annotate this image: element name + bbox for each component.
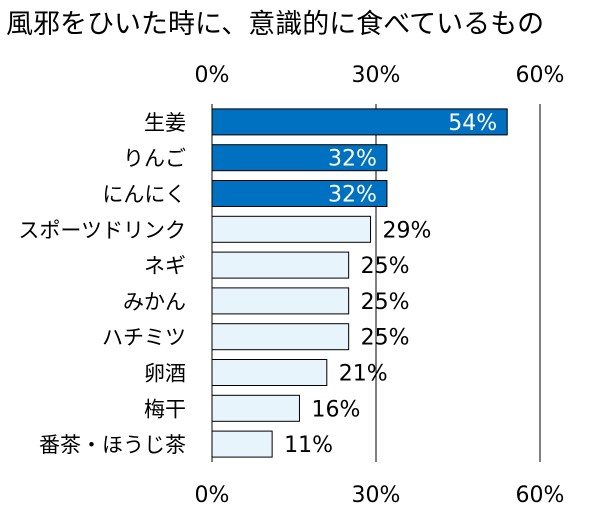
- bar: [211, 323, 350, 351]
- value-label: 25%: [361, 254, 410, 279]
- bar: [211, 144, 388, 172]
- category-label: りんご: [123, 147, 186, 171]
- value-label: 32%: [328, 147, 377, 172]
- value-label: 54%: [448, 111, 497, 136]
- bar: [211, 287, 350, 315]
- category-label: みかん: [123, 290, 186, 314]
- bar: [211, 251, 350, 279]
- category-label: 生姜: [144, 111, 186, 135]
- value-label: 32%: [328, 183, 377, 208]
- category-label: 卵酒: [144, 362, 186, 386]
- category-label: ネギ: [144, 254, 186, 278]
- value-label: 16%: [311, 397, 360, 422]
- bar: [211, 359, 328, 386]
- category-label: スポーツドリンク: [18, 218, 186, 242]
- bar: [211, 180, 388, 207]
- bar: [211, 215, 372, 243]
- bar: [211, 394, 300, 422]
- x-tick-label-top: 0%: [195, 63, 230, 88]
- x-tick-label-top: 60%: [516, 63, 565, 88]
- value-label: 29%: [383, 218, 432, 243]
- value-label: 25%: [361, 326, 410, 351]
- x-tick-label-bottom: 60%: [516, 483, 565, 508]
- value-label: 11%: [284, 433, 333, 458]
- value-label: 21%: [339, 362, 388, 387]
- category-label: にんにく: [102, 183, 186, 207]
- x-tick-label-bottom: 0%: [195, 483, 230, 508]
- category-label: 梅干: [144, 397, 186, 421]
- bar: [211, 430, 273, 458]
- x-tick-label-top: 30%: [352, 63, 401, 88]
- category-label: ハチミツ: [102, 326, 186, 350]
- category-label: 番茶・ほうじ茶: [39, 433, 186, 457]
- x-tick-label-bottom: 30%: [352, 483, 401, 508]
- value-label: 25%: [361, 290, 410, 315]
- chart-title: 風邪をひいた時に、意識的に食べているもの: [6, 9, 545, 40]
- bar: [211, 108, 508, 136]
